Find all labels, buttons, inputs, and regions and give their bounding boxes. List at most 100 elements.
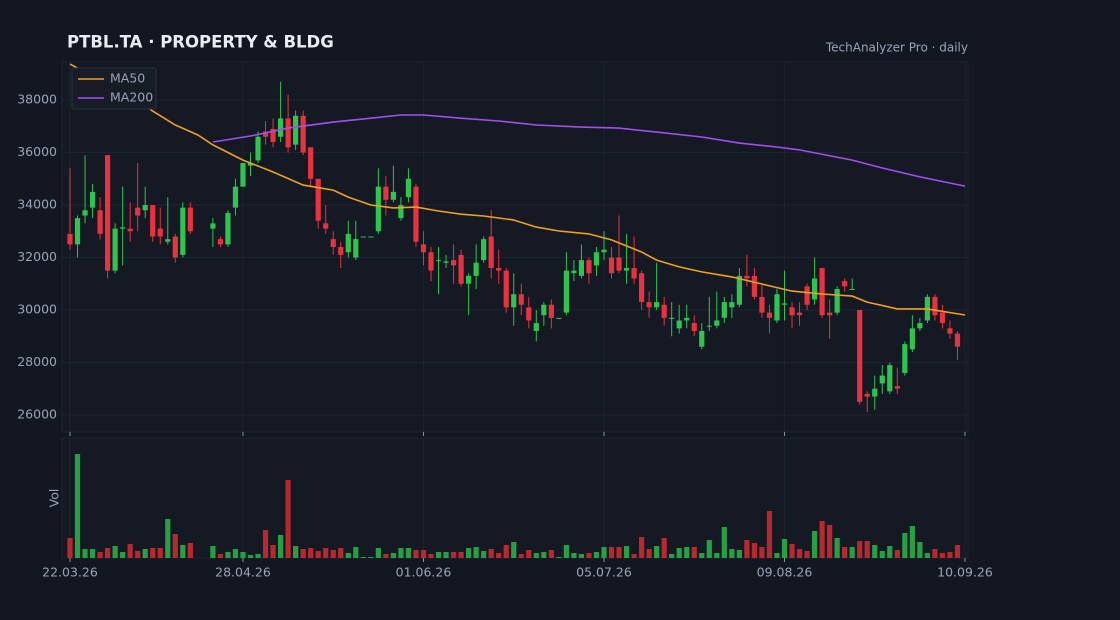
candle-body bbox=[623, 267, 630, 271]
volume-bar bbox=[631, 554, 637, 558]
volume-bar bbox=[315, 551, 321, 558]
volume-bar bbox=[759, 547, 765, 558]
candle-body bbox=[187, 207, 193, 232]
x-tick-label: 09.08.26 bbox=[757, 565, 813, 580]
chart-title: PTBL.TA · PROPERTY & BLDG bbox=[67, 33, 334, 52]
candle-body bbox=[811, 278, 818, 300]
candle-body bbox=[315, 178, 321, 221]
candle-body bbox=[804, 286, 810, 305]
candle-body bbox=[706, 325, 712, 327]
volume-bar bbox=[375, 548, 381, 558]
volume-bar bbox=[360, 557, 366, 558]
candle-body bbox=[405, 178, 412, 198]
candle-body bbox=[285, 118, 291, 148]
volume-bar bbox=[180, 545, 186, 558]
candle-body bbox=[864, 393, 870, 397]
candle-body bbox=[736, 275, 742, 305]
candle-body bbox=[556, 317, 562, 319]
candle-body bbox=[714, 320, 720, 326]
volume-bar bbox=[217, 554, 224, 558]
candle-body bbox=[172, 236, 178, 258]
x-tick-label: 05.07.26 bbox=[576, 565, 632, 580]
candle-body bbox=[518, 294, 524, 305]
volume-bar bbox=[67, 538, 73, 558]
candle-body bbox=[894, 386, 900, 389]
candle-body bbox=[210, 223, 216, 229]
volume-bar bbox=[796, 549, 803, 558]
volume-bar bbox=[857, 541, 863, 558]
candle-body bbox=[729, 302, 735, 308]
volume-bar bbox=[864, 541, 870, 558]
candle-body bbox=[247, 163, 254, 166]
volume-bar bbox=[120, 552, 126, 558]
candle-body bbox=[781, 303, 788, 305]
y-tick-label: 30000 bbox=[17, 301, 57, 316]
legend-label: MA200 bbox=[110, 90, 153, 105]
candle-body bbox=[330, 239, 336, 247]
candle-body bbox=[909, 328, 915, 350]
candle-body bbox=[466, 275, 472, 284]
y-tick-label: 26000 bbox=[17, 406, 57, 421]
volume-bar bbox=[586, 553, 592, 558]
candle-body bbox=[526, 307, 532, 321]
volume-bar bbox=[383, 554, 389, 558]
volume-bar bbox=[165, 519, 171, 558]
candle-body bbox=[225, 212, 231, 245]
volume-bar bbox=[947, 552, 953, 558]
volume-bar bbox=[751, 543, 758, 558]
volume-bar bbox=[872, 545, 878, 558]
candle-body bbox=[308, 147, 314, 179]
candle-body bbox=[165, 239, 171, 242]
candle-body bbox=[661, 304, 667, 318]
volume-bar bbox=[270, 545, 276, 558]
candle-body bbox=[127, 228, 133, 232]
volume-bar bbox=[450, 552, 457, 558]
candle-body bbox=[939, 312, 946, 324]
volume-bar bbox=[721, 527, 727, 558]
volume-bar bbox=[330, 550, 336, 558]
volume-bar bbox=[842, 547, 848, 558]
candle-body bbox=[120, 227, 126, 229]
candle-body bbox=[435, 260, 442, 262]
volume-bar bbox=[781, 539, 788, 558]
candle-body bbox=[608, 257, 615, 274]
candle-body bbox=[631, 267, 637, 279]
volume-bar bbox=[669, 554, 675, 558]
volume-bar bbox=[729, 549, 735, 558]
volume-bar bbox=[736, 550, 742, 558]
candle-body bbox=[533, 323, 539, 331]
candle-body bbox=[954, 333, 961, 347]
volume-bar bbox=[699, 553, 705, 558]
volume-bar bbox=[473, 547, 479, 558]
volume-bar bbox=[654, 546, 660, 558]
candle-body bbox=[646, 302, 652, 308]
volume-bar bbox=[608, 547, 615, 558]
volume-bar bbox=[518, 554, 524, 558]
candle-body bbox=[338, 247, 344, 255]
candle-body bbox=[428, 252, 434, 271]
candle-body bbox=[488, 236, 494, 268]
candle-body bbox=[413, 186, 419, 242]
volume-bar bbox=[247, 555, 254, 558]
candle-body bbox=[601, 249, 607, 253]
candle-body bbox=[593, 252, 600, 266]
volume-bar bbox=[661, 538, 667, 558]
volume-bar bbox=[601, 547, 607, 558]
volume-bar bbox=[511, 542, 517, 558]
volume-bar bbox=[691, 547, 697, 558]
volume-bar bbox=[774, 553, 780, 558]
volume-bar bbox=[112, 546, 118, 558]
candle-body bbox=[345, 233, 351, 253]
volume-bar bbox=[714, 553, 720, 558]
y-tick-label: 36000 bbox=[17, 144, 57, 159]
candle-body bbox=[578, 260, 585, 276]
volume-bar bbox=[902, 533, 908, 558]
candle-body bbox=[180, 207, 186, 255]
volume-bar bbox=[766, 511, 773, 558]
volume-bar bbox=[308, 548, 314, 558]
volume-bar bbox=[458, 552, 464, 558]
volume-bar bbox=[210, 546, 216, 558]
volume-bar bbox=[82, 549, 88, 558]
candle-body bbox=[375, 186, 381, 232]
ma-line bbox=[69, 63, 966, 316]
